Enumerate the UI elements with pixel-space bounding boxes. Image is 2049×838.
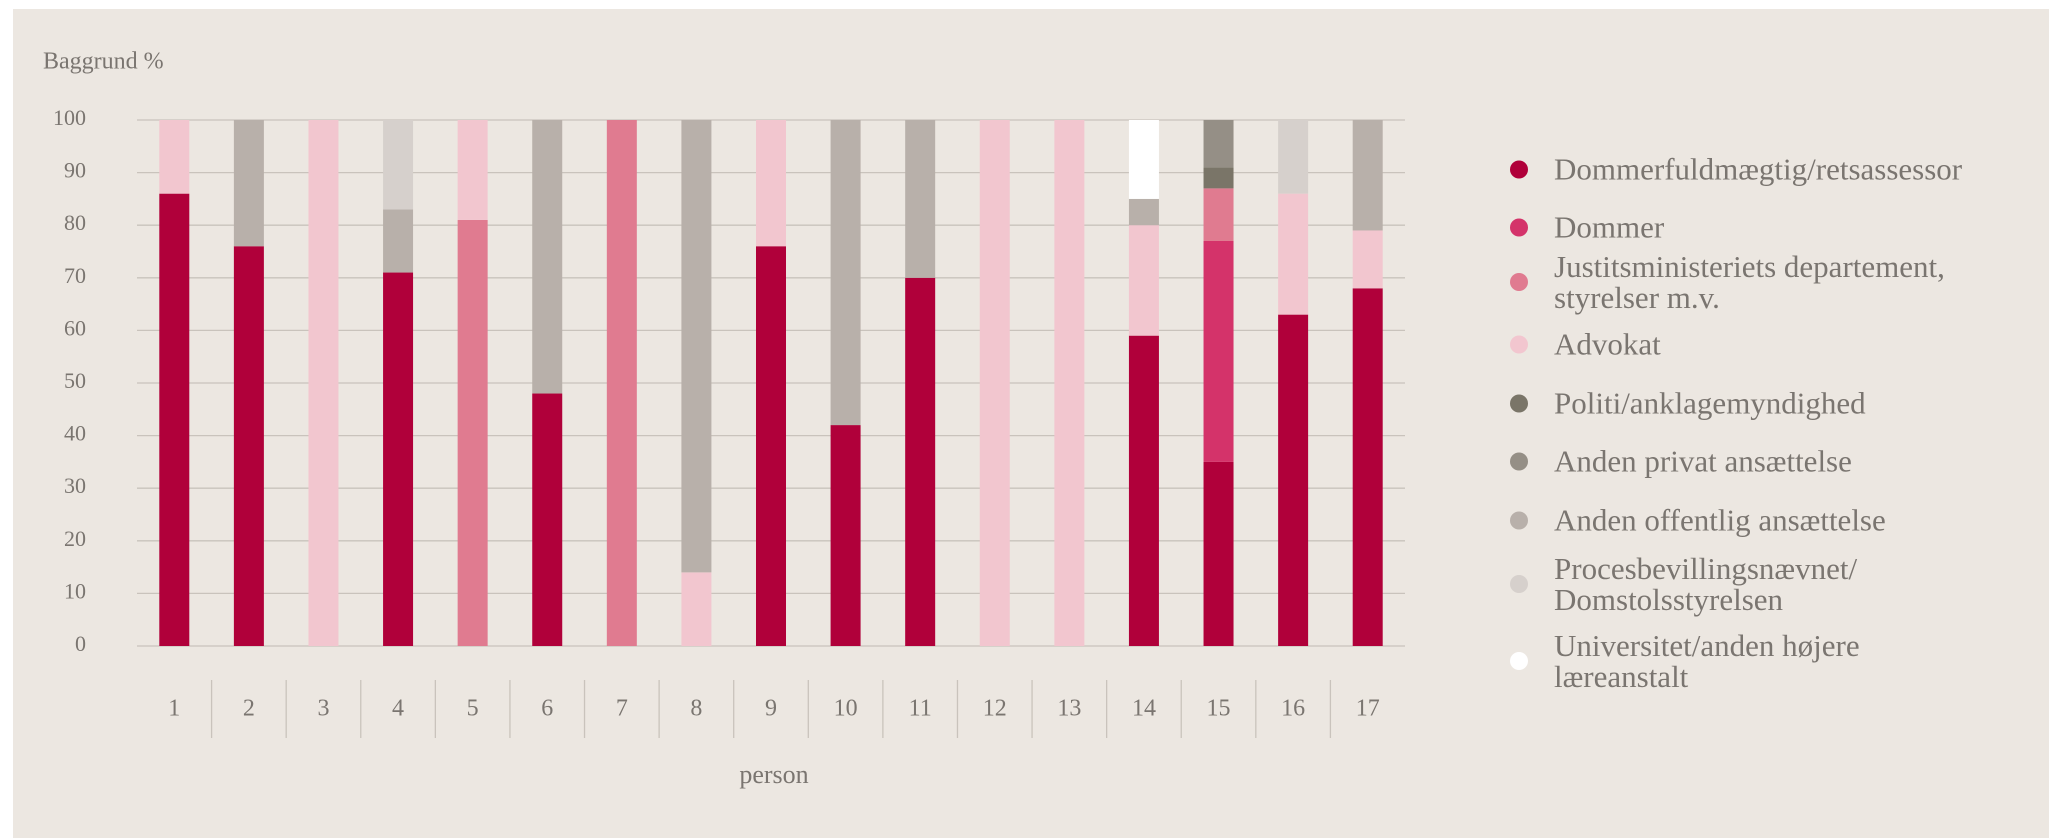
y-tick-label: 20 <box>64 526 86 551</box>
bar-segment <box>1203 120 1234 168</box>
bar-segment <box>308 120 339 646</box>
y-tick-label: 40 <box>64 421 86 446</box>
x-tick-label: 1 <box>168 696 180 722</box>
legend-entry: Politi/anklagemyndighed <box>1510 388 1866 419</box>
x-tick-label: 12 <box>983 696 1007 722</box>
legend-label: Procesbevillingsnævnet/ Domstolsstyrelse… <box>1554 551 1858 617</box>
bar-segment <box>905 277 936 646</box>
bar-segment <box>383 209 414 273</box>
x-tick-label: 6 <box>541 696 553 722</box>
y-tick-label: 50 <box>64 368 86 393</box>
legend-entry: Dommer <box>1510 212 1664 243</box>
bar-segment <box>1278 314 1309 646</box>
bar-segment <box>1352 288 1383 646</box>
bar-segment <box>159 193 190 646</box>
legend-entry: Advokat <box>1510 329 1661 360</box>
x-tick-label: 16 <box>1281 696 1305 722</box>
bar-segment <box>606 120 637 646</box>
y-tick-label: 0 <box>75 631 86 656</box>
bar-segment <box>830 120 861 426</box>
bar-segment <box>756 246 786 647</box>
bar-segment <box>532 393 563 646</box>
legend-entry: Dommerfuldmægtig/retsassessor <box>1510 154 1962 185</box>
x-tick-label: 2 <box>243 696 255 722</box>
y-tick-label: 80 <box>64 210 86 235</box>
legend-swatch <box>1510 575 1528 593</box>
legend-swatch <box>1510 273 1528 291</box>
bar-segment <box>233 246 264 647</box>
legend-label: Politi/anklagemyndighed <box>1554 385 1866 421</box>
x-axis-title: person <box>739 760 808 789</box>
bar-segment <box>830 425 861 646</box>
bar-segment <box>457 219 488 646</box>
x-tick-label: 15 <box>1207 696 1231 722</box>
bar-segment <box>1278 193 1309 315</box>
y-tick-label: 10 <box>64 578 86 603</box>
bar-segment <box>1352 230 1383 289</box>
legend-entry: Anden offentlig ansættelse <box>1510 505 1886 536</box>
bar-segment <box>1128 225 1159 336</box>
bar-segment <box>383 120 414 210</box>
bar-segment <box>681 120 712 573</box>
bar-segment <box>1203 167 1234 189</box>
x-tick-label: 13 <box>1057 696 1081 722</box>
legend-label: Justitsministeriets departement, styrels… <box>1554 249 1945 315</box>
bar-segment <box>383 272 414 646</box>
legend-label: Anden privat ansættelse <box>1554 443 1852 479</box>
legend-swatch <box>1510 335 1528 353</box>
bar-segment <box>1352 120 1383 231</box>
legend-label: Universitet/anden højere læreanstalt <box>1554 628 1860 694</box>
bar-segment <box>1203 188 1234 241</box>
legend-entry: Universitet/anden højere læreanstalt <box>1510 630 1860 692</box>
y-axis-title: Baggrund % <box>43 49 164 75</box>
x-tick-label: 10 <box>834 696 858 722</box>
bar-segment <box>681 572 712 646</box>
legend-swatch <box>1510 218 1528 236</box>
y-tick-label: 30 <box>64 473 86 498</box>
legend-swatch <box>1510 160 1528 178</box>
legend-entry: Anden privat ansættelse <box>1510 446 1852 477</box>
x-tick-label: 9 <box>765 696 777 722</box>
bar-segment <box>159 120 190 194</box>
bar-segment <box>233 120 264 247</box>
bar-segment <box>1054 120 1085 646</box>
y-tick-label: 70 <box>64 263 86 288</box>
bar-segment <box>1128 120 1159 199</box>
x-tick-label: 11 <box>909 696 932 722</box>
bar-segment <box>756 120 786 247</box>
bar-segment <box>532 120 563 394</box>
legend-swatch <box>1510 652 1528 670</box>
bar-segment <box>1203 240 1234 462</box>
legend-label: Dommer <box>1554 209 1665 245</box>
x-tick-label: 3 <box>317 696 329 722</box>
bar-segment <box>979 120 1010 646</box>
bar-segment <box>457 120 488 220</box>
x-tick-label: 8 <box>690 696 702 722</box>
x-tick-label: 4 <box>392 696 404 722</box>
legend-swatch <box>1510 511 1528 529</box>
bar-segment <box>905 120 936 278</box>
legend-label: Dommerfuldmægtig/retsassessor <box>1554 151 1963 187</box>
legend-entry: Procesbevillingsnævnet/ Domstolsstyrelse… <box>1510 553 1857 615</box>
y-tick-label: 60 <box>64 315 86 340</box>
bar-segment <box>1128 198 1159 226</box>
x-tick-label: 5 <box>467 696 479 722</box>
x-tick-label: 7 <box>616 696 628 722</box>
bar-segment <box>1128 335 1159 646</box>
legend-label: Advokat <box>1554 326 1661 362</box>
legend-label: Anden offentlig ansættelse <box>1554 502 1886 538</box>
y-tick-label: 90 <box>64 158 86 183</box>
legend-swatch <box>1510 394 1528 412</box>
bar-segment <box>1278 120 1309 194</box>
background <box>13 9 2049 838</box>
legend-swatch <box>1510 452 1528 470</box>
bar-segment <box>1203 461 1234 646</box>
x-tick-label: 17 <box>1356 696 1380 722</box>
x-tick-label: 14 <box>1132 696 1156 722</box>
y-tick-label: 100 <box>53 105 86 130</box>
legend-entry: Justitsministeriets departement, styrels… <box>1510 251 1945 313</box>
